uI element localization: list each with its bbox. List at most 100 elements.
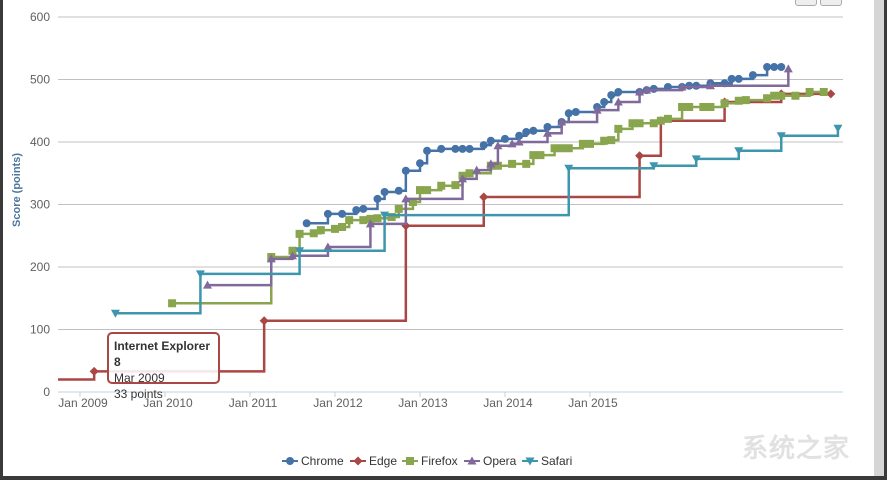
data-point[interactable] [564,164,574,173]
data-point[interactable] [656,116,665,125]
data-point[interactable] [543,128,552,137]
data-point[interactable] [685,103,694,111]
data-point[interactable] [359,216,368,225]
data-point[interactable] [288,251,297,260]
legend-marker[interactable] [406,457,414,465]
data-point[interactable] [359,204,368,213]
data-point[interactable] [663,114,672,123]
data-point[interactable] [522,159,531,168]
data-point[interactable] [479,141,488,150]
data-point[interactable] [748,71,757,80]
data-point[interactable] [338,223,347,231]
data-point[interactable] [783,64,793,73]
data-point[interactable] [345,216,354,225]
data-point[interactable] [649,162,659,171]
data-point[interactable] [394,186,403,195]
data-point[interactable] [522,128,531,136]
data-point[interactable] [493,161,502,170]
data-point[interactable] [288,246,297,255]
data-point[interactable] [777,91,786,100]
data-point[interactable] [776,132,786,141]
data-point[interactable] [635,119,644,128]
data-point[interactable] [607,91,616,100]
data-point[interactable] [423,186,432,195]
data-point[interactable] [529,126,538,135]
data-point[interactable] [493,141,503,150]
data-point[interactable] [486,136,495,145]
scrollbar[interactable] [874,0,884,476]
data-point[interactable] [295,247,305,256]
data-point[interactable] [472,165,482,174]
data-point[interactable] [266,254,276,263]
data-point[interactable] [734,147,744,156]
data-point[interactable] [699,103,708,111]
data-point[interactable] [635,151,645,161]
data-point[interactable] [600,98,609,106]
data-point[interactable] [763,94,772,103]
data-point[interactable] [777,63,786,71]
data-point[interactable] [373,214,382,223]
data-point[interactable] [401,166,410,175]
data-point[interactable] [592,105,602,114]
data-point[interactable] [557,117,567,126]
data-point[interactable] [295,229,304,238]
data-point[interactable] [564,109,573,118]
data-point[interactable] [614,124,623,133]
data-point[interactable] [691,155,701,164]
data-point[interactable] [259,316,269,326]
data-point[interactable] [501,134,509,143]
data-point[interactable] [458,144,467,153]
data-point[interactable] [316,226,325,235]
data-point[interactable] [536,151,545,160]
data-point[interactable] [727,74,736,83]
data-point[interactable] [706,103,715,111]
legend-item-edge[interactable]: Edge [350,454,397,468]
data-point[interactable] [423,146,432,155]
legend-marker[interactable] [467,456,477,465]
data-point[interactable] [394,204,403,213]
data-point[interactable] [365,219,375,228]
print-button[interactable] [820,0,842,6]
legend-marker[interactable] [525,457,535,466]
data-point[interactable] [352,206,361,215]
legend-item-opera[interactable]: Opera [464,454,517,468]
data-point[interactable] [416,186,424,195]
data-point[interactable] [734,74,743,83]
data-point[interactable] [437,181,446,190]
data-point[interactable] [705,81,715,90]
data-point[interactable] [331,224,339,233]
data-point[interactable] [833,124,843,133]
data-point[interactable] [819,88,828,96]
data-point[interactable] [486,159,496,168]
data-point[interactable] [600,136,609,145]
data-point[interactable] [550,144,559,153]
data-point[interactable] [465,144,474,153]
data-point[interactable] [515,131,524,140]
data-point[interactable] [373,194,382,203]
data-point[interactable] [628,119,637,128]
data-point[interactable] [791,91,800,100]
data-point[interactable] [380,188,389,196]
data-point[interactable] [720,99,729,108]
data-point[interactable] [614,88,623,96]
data-point[interactable] [302,219,311,228]
data-point[interactable] [451,181,460,190]
legend-marker[interactable] [353,456,363,466]
export-button[interactable] [795,0,817,6]
legend-item-safari[interactable]: Safari [522,454,572,468]
data-point[interactable] [401,194,411,203]
data-point[interactable] [416,159,424,168]
data-point[interactable] [203,280,212,289]
data-point[interactable] [543,123,552,131]
data-point[interactable] [826,89,836,99]
data-point[interactable] [408,198,417,206]
data-point[interactable] [607,136,616,145]
legend-item-chrome[interactable]: Chrome [282,454,344,468]
data-point[interactable] [805,88,814,96]
data-point[interactable] [770,91,779,100]
data-point[interactable] [734,96,743,105]
legend-item-firefox[interactable]: Firefox [402,454,458,468]
data-point[interactable] [564,144,573,153]
data-point[interactable] [89,366,99,376]
data-point[interactable] [741,96,750,105]
